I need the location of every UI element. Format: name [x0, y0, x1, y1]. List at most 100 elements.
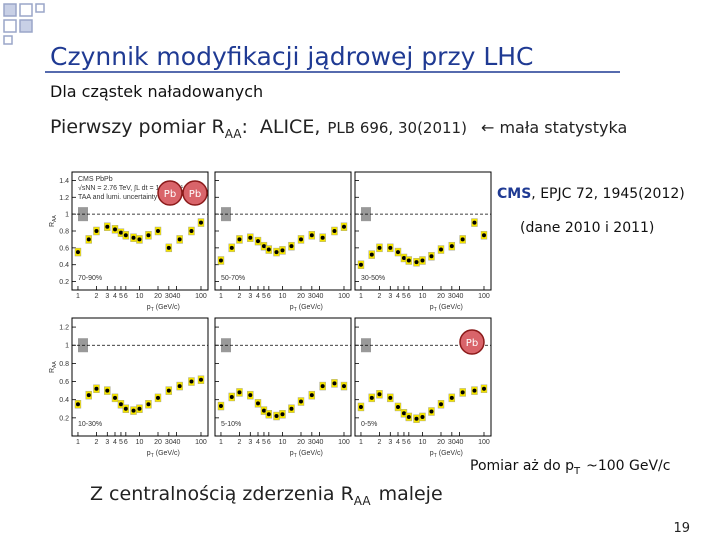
nucleus-label: Pb [164, 189, 176, 200]
x-tick-label: 3 [105, 439, 109, 446]
data-point [298, 237, 303, 242]
ref: ALICE, [260, 116, 321, 138]
x-tick-label: 40 [173, 439, 181, 446]
text: Z centralnością zderzenia R [90, 483, 354, 505]
sub: AA [225, 127, 243, 141]
sub: T [294, 307, 297, 313]
sub: T [434, 307, 437, 313]
x-tick-label: 1 [359, 293, 363, 300]
data-point [248, 393, 253, 398]
x-tick-label: 30 [165, 439, 173, 446]
data-point [261, 244, 266, 249]
data-point [155, 395, 160, 400]
x-tick-label: 2 [378, 439, 382, 446]
data-point [481, 386, 486, 391]
x-tick-label: 100 [338, 293, 350, 300]
x-tick-label: 40 [456, 293, 464, 300]
x-tick-label: 5 [402, 439, 406, 446]
x-tick-label: 5 [262, 439, 266, 446]
data-point [218, 404, 223, 409]
x-tick-label: 5 [262, 293, 266, 300]
x-tick-label: 3 [388, 293, 392, 300]
cms-ref: CMS, EPJC 72, 1945(2012) [497, 186, 685, 202]
y-tick-label: 1.4 [59, 178, 69, 185]
r: R [49, 368, 56, 373]
text: Pomiar aż do p [470, 458, 574, 474]
x-tick-label: 100 [195, 293, 207, 300]
x-tick-label: 3 [248, 293, 252, 300]
data-point [358, 262, 363, 267]
data-point [229, 245, 234, 250]
panel-frame [354, 171, 492, 291]
x-tick-label: 5 [119, 439, 123, 446]
data-point [320, 384, 325, 389]
x-tick-label: 100 [195, 439, 207, 446]
x-tick-label: 6 [124, 439, 128, 446]
data-point [289, 244, 294, 249]
centrality-label: 50-70% [221, 275, 245, 282]
sub: AA [354, 494, 372, 508]
citation: PLB 696, 30(2011) [327, 119, 467, 137]
x-tick-label: 20 [297, 439, 305, 446]
data-point [460, 390, 465, 395]
text: Pierwszy pomiar R [50, 116, 225, 138]
y-tick-label: 0.4 [59, 397, 69, 404]
data-point [274, 250, 279, 255]
x-tick-label: 40 [316, 439, 324, 446]
p: p [147, 304, 151, 311]
data-point [438, 247, 443, 252]
x-tick-label: 20 [437, 439, 445, 446]
nucleus-badge [157, 180, 183, 206]
x-tick-label: 1 [76, 293, 80, 300]
conclusion: Z centralnością zderzenia RAA maleje [90, 483, 443, 508]
y-tick-label: 1 [65, 343, 69, 350]
data-point [177, 384, 182, 389]
data-point [118, 402, 123, 407]
y-tick-label: 0.2 [59, 279, 69, 286]
nucleus-badge [182, 180, 208, 206]
x-tick-label: 10 [279, 293, 287, 300]
data-point [146, 233, 151, 238]
centrality-label: 5-10% [221, 421, 241, 428]
x-tick-label: 6 [267, 439, 271, 446]
centrality-label: 10-30% [78, 421, 102, 428]
data-point [131, 408, 136, 413]
data-point [406, 258, 411, 263]
x-tick-label: 3 [248, 439, 252, 446]
data-point [369, 252, 374, 257]
x-axis-label: pT (GeV/c) [147, 450, 180, 459]
x-tick-label: 100 [478, 439, 490, 446]
data-point [320, 235, 325, 240]
data-point [388, 395, 393, 400]
data-point [309, 233, 314, 238]
x-tick-label: 100 [478, 293, 490, 300]
x-tick-label: 3 [388, 439, 392, 446]
x-tick-label: 10 [419, 439, 427, 446]
data-point [94, 229, 99, 233]
data-point [414, 416, 419, 421]
data-point [137, 406, 142, 411]
data-point [298, 399, 303, 404]
data-point [155, 229, 160, 233]
x-tick-label: 6 [407, 439, 411, 446]
x-tick-label: 40 [456, 439, 464, 446]
unit: (GeV/c) [156, 450, 180, 457]
data-point [166, 388, 171, 393]
panel-frame [214, 317, 352, 437]
data-point [266, 247, 271, 252]
data-point [255, 239, 260, 244]
data-point [75, 402, 80, 407]
sub: T [294, 453, 297, 459]
p: p [430, 450, 434, 457]
corner-decoration [3, 3, 45, 45]
panel-frame [214, 171, 352, 291]
cms: CMS [497, 186, 531, 202]
data-point [420, 258, 425, 263]
data-point [137, 237, 142, 242]
y-tick-label: 0.2 [59, 415, 69, 422]
x-tick-label: 20 [297, 293, 305, 300]
data-point [123, 233, 128, 238]
x-tick-label: 4 [396, 439, 400, 446]
data-point [341, 224, 346, 229]
centrality-label: 30-50% [361, 275, 385, 282]
